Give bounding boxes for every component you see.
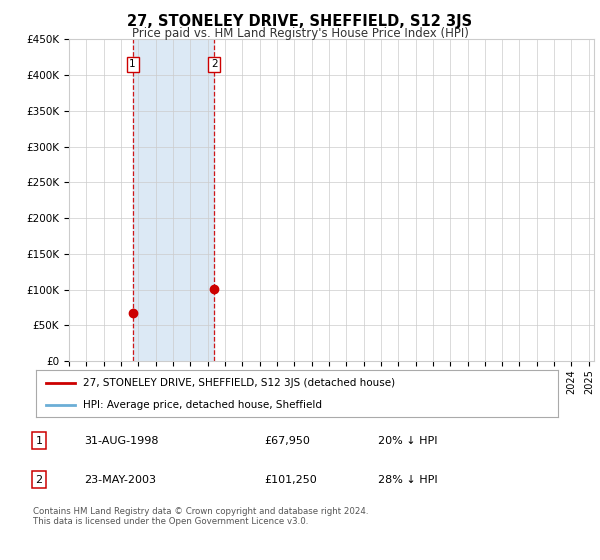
Text: 23-MAY-2003: 23-MAY-2003 <box>84 475 156 484</box>
Text: Contains HM Land Registry data © Crown copyright and database right 2024.
This d: Contains HM Land Registry data © Crown c… <box>33 507 368 526</box>
Text: 1: 1 <box>129 59 136 69</box>
Text: HPI: Average price, detached house, Sheffield: HPI: Average price, detached house, Shef… <box>83 400 322 410</box>
Text: £67,950: £67,950 <box>264 436 310 446</box>
Text: 28% ↓ HPI: 28% ↓ HPI <box>378 475 437 484</box>
Text: 1: 1 <box>35 436 43 446</box>
Bar <box>133 39 214 361</box>
Text: 27, STONELEY DRIVE, SHEFFIELD, S12 3JS: 27, STONELEY DRIVE, SHEFFIELD, S12 3JS <box>127 14 473 29</box>
Text: 2: 2 <box>211 59 218 69</box>
Text: 2: 2 <box>35 475 43 484</box>
Text: 27, STONELEY DRIVE, SHEFFIELD, S12 3JS (detached house): 27, STONELEY DRIVE, SHEFFIELD, S12 3JS (… <box>83 378 395 388</box>
Text: £101,250: £101,250 <box>264 475 317 484</box>
Text: 20% ↓ HPI: 20% ↓ HPI <box>378 436 437 446</box>
Text: 31-AUG-1998: 31-AUG-1998 <box>84 436 158 446</box>
Text: Price paid vs. HM Land Registry's House Price Index (HPI): Price paid vs. HM Land Registry's House … <box>131 27 469 40</box>
